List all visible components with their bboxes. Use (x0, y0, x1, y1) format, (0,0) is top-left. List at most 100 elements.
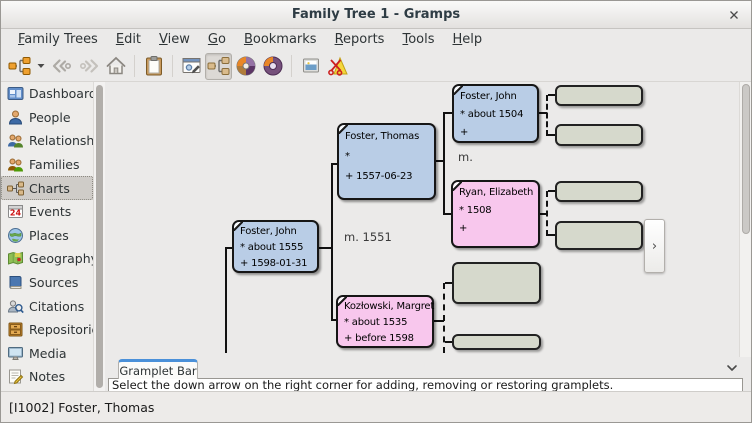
empty-person-box[interactable] (452, 262, 541, 304)
menu-mnemonic: H (452, 32, 463, 47)
gramplet-dropdown-button[interactable] (724, 361, 740, 375)
sidebar-item-families[interactable]: Families (1, 153, 93, 177)
sidebar-label: Events (29, 204, 72, 220)
connector-line (443, 112, 454, 114)
person-box-ryan-elizabeth[interactable]: Ryan, Elizabeth * 1508 + (451, 180, 540, 248)
dashed-connector (548, 190, 556, 192)
sidebar-item-media[interactable]: Media (1, 342, 93, 366)
connector-line (226, 247, 233, 249)
empty-person-box[interactable] (555, 181, 643, 202)
dashed-connector (434, 320, 444, 322)
toolbar (1, 51, 751, 82)
pedigree-view-button[interactable] (205, 52, 232, 80)
person-box-foster-john-1555[interactable]: Foster, John * about 1555 + 1598-01-31 (232, 220, 319, 273)
connector-line (443, 213, 453, 215)
sidebar-item-places[interactable]: Places (1, 224, 93, 248)
forward-button[interactable] (75, 53, 102, 80)
home-button[interactable] (102, 53, 129, 80)
sidebar-label: Repositories (29, 322, 106, 338)
family-trees-dropdown-button[interactable] (33, 53, 48, 80)
dashed-connector (548, 234, 556, 236)
menu-view[interactable]: View (150, 30, 199, 50)
person-death: + (460, 127, 469, 138)
dashed-connector (540, 213, 547, 215)
sidebar-item-relationships[interactable]: Relationships (1, 129, 112, 153)
sidebar-item-repositories[interactable]: Repositories (1, 318, 106, 342)
person-box-kozlowski-margret[interactable]: Kozłowski, Margret * about 1535 + before… (336, 295, 434, 348)
sidebar-item-geography[interactable]: Geography (1, 247, 98, 271)
sidebar-item-charts[interactable]: Charts (1, 176, 93, 200)
calendar-icon: 24 (8, 205, 23, 219)
menu-family-trees[interactable]: Family Trees (9, 30, 107, 50)
gramplet-tab-label: Gramplet Bar (119, 363, 197, 378)
canvas-scrollbar-thumb[interactable] (742, 84, 750, 234)
forward-icon (79, 59, 98, 73)
sidebar-item-notes[interactable]: Notes (1, 365, 93, 389)
pedigree-canvas[interactable]: Foster, John * about 1555 + 1598-01-31 F… (105, 82, 751, 357)
citation-icon (7, 300, 24, 313)
sidebar-item-people[interactable]: People (1, 106, 93, 130)
menu-label: o (217, 32, 226, 47)
person-box-foster-thomas[interactable]: Foster, Thomas * + 1557-06-23 (337, 123, 436, 200)
sidebar-scrollbar[interactable] (93, 82, 105, 391)
globe-icon (8, 227, 23, 243)
dashed-connector (445, 341, 454, 343)
gramplet-bar-tab[interactable]: Gramplet Bar (118, 359, 198, 379)
sidebar-label: People (29, 109, 71, 125)
menu-bookmarks[interactable]: Bookmarks (235, 30, 326, 50)
svg-text:24: 24 (10, 209, 22, 218)
configure-view-button[interactable] (178, 53, 205, 80)
menu-tools[interactable]: Tools (393, 30, 443, 50)
person-death: + 1557-06-23 (345, 171, 413, 182)
family-trees-button[interactable] (6, 53, 33, 80)
person-name: Foster, John (240, 226, 297, 237)
empty-person-box[interactable] (555, 85, 643, 106)
sidebar-item-sources[interactable]: Sources (1, 271, 93, 295)
gramplet-bar: Gramplet Bar Select the down arrow on th… (105, 357, 750, 393)
empty-person-box[interactable] (452, 334, 541, 350)
menu-edit[interactable]: Edit (107, 30, 150, 50)
sidebar-item-citations[interactable]: Citations (1, 294, 93, 318)
connector-line (436, 160, 445, 162)
person-box-foster-john-1504[interactable]: Foster, John * about 1504 + (452, 84, 539, 143)
configure-view-icon (182, 58, 200, 74)
chevron-down-icon (37, 64, 44, 68)
fan-chart-descendants-button[interactable] (259, 53, 286, 80)
menu-label: amily Trees (24, 32, 98, 47)
back-icon (52, 59, 71, 73)
sidebar-item-dashboard[interactable]: Dashboard (1, 82, 97, 106)
fan-chart-button[interactable] (232, 53, 259, 80)
family-tree-icon (8, 57, 30, 75)
menubar: Family Trees Edit View Go Bookmarks Repo… (1, 29, 751, 51)
canvas-scrollbar[interactable] (739, 82, 751, 357)
window-title: Family Tree 1 - Gramps (291, 7, 461, 22)
sidebar-item-events[interactable]: 24 Events (1, 200, 93, 224)
scissors-button[interactable] (324, 53, 351, 80)
menu-mnemonic: E (115, 32, 125, 47)
empty-person-box[interactable] (555, 124, 643, 146)
sidebar-scrollbar-thumb[interactable] (96, 85, 103, 388)
menu-reports[interactable]: Reports (326, 30, 394, 50)
sidebar-label: Dashboard (29, 86, 97, 102)
sidebar-label: Media (29, 345, 67, 361)
close-icon[interactable] (727, 8, 741, 22)
menu-help[interactable]: Help (443, 30, 491, 50)
sidebar-label: Geography (29, 251, 99, 267)
sidebar-label: Charts (29, 180, 70, 196)
dashed-connector (546, 95, 548, 136)
person-birth: * about 1504 (460, 109, 524, 120)
clipboard-button[interactable] (140, 53, 167, 80)
scroll-right-button[interactable]: › (644, 219, 665, 273)
menu-label: iew (167, 32, 190, 47)
empty-person-box[interactable] (555, 221, 643, 250)
back-button[interactable] (48, 53, 75, 80)
dashed-connector (539, 112, 547, 114)
menu-go[interactable]: Go (199, 30, 235, 50)
dashed-connector (445, 282, 454, 284)
menu-mnemonic: R (334, 32, 344, 47)
print-button[interactable] (297, 53, 324, 80)
person-name: Ryan, Elizabeth (459, 187, 534, 198)
relationships-icon (8, 134, 23, 148)
toolbar-separator (172, 55, 173, 77)
print-icon (302, 58, 319, 73)
